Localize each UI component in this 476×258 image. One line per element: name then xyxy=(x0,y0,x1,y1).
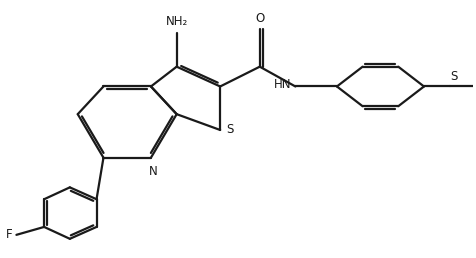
Text: NH₂: NH₂ xyxy=(166,15,188,28)
Text: N: N xyxy=(149,165,157,178)
Text: O: O xyxy=(255,12,264,25)
Text: S: S xyxy=(226,124,234,136)
Text: S: S xyxy=(451,69,458,83)
Text: F: F xyxy=(6,228,12,241)
Text: HN: HN xyxy=(274,78,291,91)
